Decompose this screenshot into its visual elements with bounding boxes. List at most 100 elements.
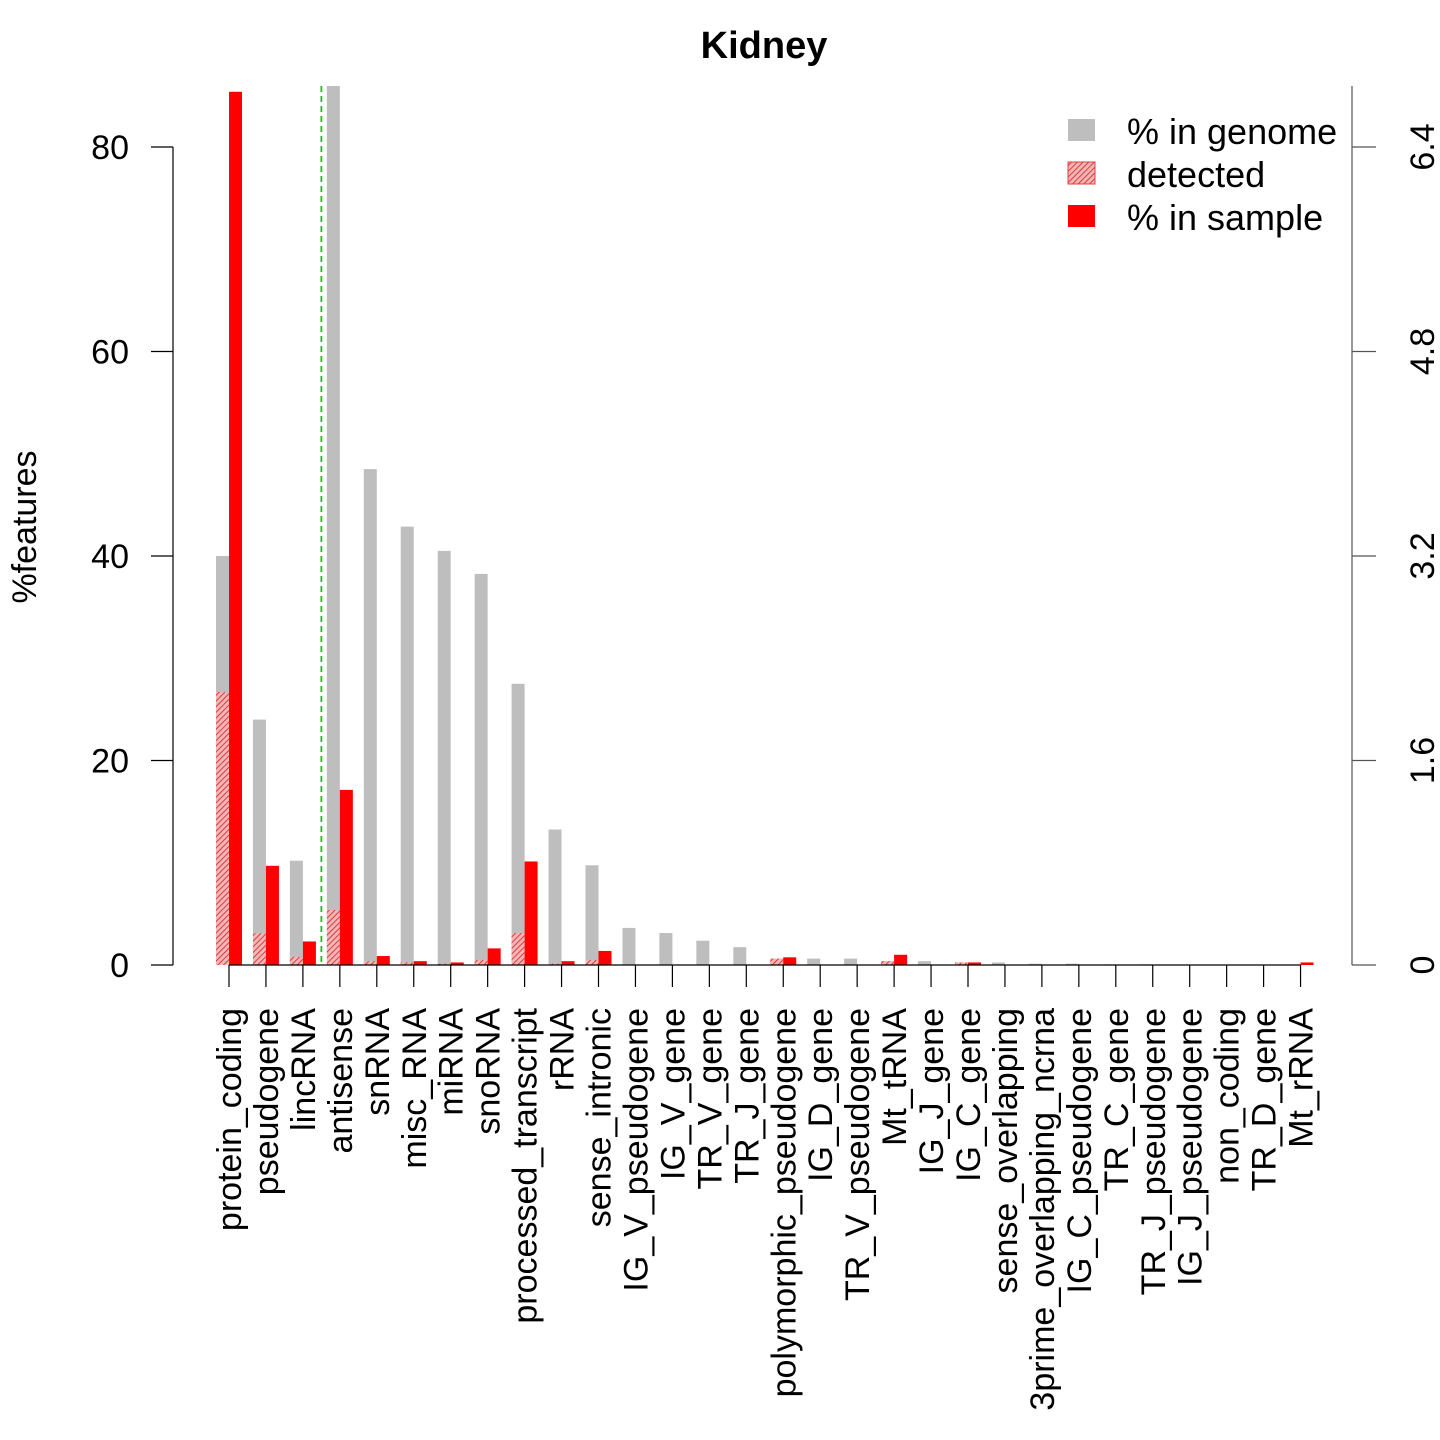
bar-sample bbox=[376, 956, 390, 965]
bar-detected bbox=[474, 959, 488, 965]
bar-genome bbox=[1028, 963, 1042, 965]
bar-sample bbox=[524, 861, 538, 965]
legend-label-sample: % in sample bbox=[1127, 197, 1323, 238]
bar-genome bbox=[326, 86, 340, 965]
x-tick-label: protein_coding bbox=[211, 1008, 249, 1231]
x-tick-label: processed_transcript bbox=[507, 1007, 545, 1323]
bars bbox=[216, 86, 1314, 965]
bar-genome bbox=[548, 829, 562, 965]
legend-swatch-sample bbox=[1068, 205, 1095, 227]
x-tick-label: Mt_rRNA bbox=[1283, 1008, 1321, 1148]
x-tick-label: polymorphic_pseudogene bbox=[765, 1008, 803, 1397]
bar-genome bbox=[659, 933, 673, 965]
x-tick-label: IG_C_gene bbox=[950, 1008, 988, 1182]
left-tick-label: 40 bbox=[91, 538, 129, 576]
bar-sample bbox=[1300, 962, 1314, 965]
right-tick-label: 4.8 bbox=[1404, 328, 1440, 375]
x-tick-label: TR_J_gene bbox=[728, 1008, 766, 1184]
bar-detected bbox=[770, 958, 784, 965]
x-tick-label: TR_C_gene bbox=[1098, 1008, 1136, 1191]
x-tick-label: IG_V_pseudogene bbox=[617, 1008, 655, 1292]
x-tick-label: miRNA bbox=[433, 1008, 471, 1116]
bar-genome bbox=[437, 550, 451, 965]
bar-sample bbox=[783, 957, 797, 965]
bar-detected bbox=[289, 956, 303, 965]
bar-genome bbox=[400, 526, 414, 965]
bar-detected bbox=[400, 962, 414, 965]
x-tick-label: IG_V_gene bbox=[654, 1008, 692, 1180]
bar-genome bbox=[289, 860, 303, 965]
legend-label-detected: detected bbox=[1127, 154, 1265, 195]
bar-detected bbox=[548, 963, 562, 965]
bar-genome bbox=[252, 719, 266, 965]
right-tick-label: 0 bbox=[1404, 956, 1440, 975]
bar-sample bbox=[413, 961, 427, 965]
left-tick-label: 80 bbox=[91, 129, 129, 167]
bar-genome bbox=[991, 962, 1005, 965]
x-tick-label: TR_V_pseudogene bbox=[839, 1008, 877, 1301]
x-tick-label: pseudogene bbox=[248, 1008, 286, 1195]
bar-sample bbox=[487, 948, 501, 965]
left-tick-label: 60 bbox=[91, 334, 129, 372]
bar-sample bbox=[894, 954, 908, 965]
bar-genome bbox=[844, 958, 858, 965]
right-tick-label: 3.2 bbox=[1404, 532, 1440, 579]
x-tick-label: antisense bbox=[322, 1008, 360, 1154]
legend: % in genome detected % in sample bbox=[1067, 111, 1337, 238]
left-tick-label: 20 bbox=[91, 743, 129, 781]
x-tick-label: Mt_tRNA bbox=[876, 1008, 914, 1146]
x-tick-label: sense_intronic bbox=[581, 1008, 619, 1227]
bar-genome bbox=[622, 927, 636, 965]
x-axis: protein_codingpseudogenelincRNAantisense… bbox=[211, 964, 1321, 1411]
left-y-axis: 0 20 40 60 80 bbox=[91, 129, 174, 985]
bar-detected bbox=[363, 961, 377, 965]
x-tick-label: TR_J_pseudogene bbox=[1135, 1008, 1173, 1295]
bar-detected bbox=[252, 933, 266, 965]
bar-genome bbox=[918, 961, 932, 965]
bar-sample bbox=[450, 962, 464, 965]
bar-detected bbox=[511, 933, 525, 965]
bar-genome bbox=[474, 573, 488, 965]
x-tick-label: IG_J_pseudogene bbox=[1172, 1008, 1210, 1286]
right-tick-label: 6.4 bbox=[1404, 123, 1440, 170]
bar-detected bbox=[955, 962, 968, 965]
x-tick-label: TR_V_gene bbox=[691, 1008, 729, 1189]
legend-label-genome: % in genome bbox=[1127, 111, 1337, 152]
x-tick-label: snRNA bbox=[359, 1008, 397, 1116]
x-tick-label: sense_overlapping bbox=[987, 1008, 1025, 1293]
bar-detected bbox=[216, 691, 229, 965]
bar-sample bbox=[968, 962, 981, 965]
x-tick-label: lincRNA bbox=[285, 1008, 323, 1131]
x-tick-label: 3prime_overlapping_ncrna bbox=[1024, 1008, 1062, 1411]
x-tick-label: IG_C_pseudogene bbox=[1061, 1008, 1099, 1293]
x-tick-label: snoRNA bbox=[470, 1008, 508, 1135]
bar-genome bbox=[585, 865, 599, 965]
bar-detected bbox=[437, 963, 451, 965]
y-axis-label: %features bbox=[6, 450, 44, 603]
right-y-axis: 0 1.6 3.2 4.8 6.4 bbox=[1351, 86, 1440, 975]
bar-genome bbox=[696, 940, 710, 965]
bar-genome bbox=[733, 947, 747, 965]
bar-sample bbox=[265, 865, 279, 965]
bar-genome bbox=[807, 958, 821, 965]
x-tick-label: rRNA bbox=[544, 1008, 582, 1091]
legend-swatch-detected bbox=[1067, 161, 1096, 185]
bar-sample bbox=[561, 961, 575, 965]
x-tick-label: TR_D_gene bbox=[1246, 1008, 1284, 1191]
bar-detected bbox=[585, 959, 599, 965]
bar-detected bbox=[326, 910, 340, 965]
x-tick-label: IG_D_gene bbox=[802, 1008, 840, 1182]
bar-genome bbox=[363, 469, 377, 965]
bar-sample bbox=[302, 941, 316, 965]
bar-sample bbox=[229, 91, 242, 965]
x-tick-label: misc_RNA bbox=[396, 1008, 434, 1169]
x-tick-label: IG_J_gene bbox=[913, 1008, 951, 1174]
left-tick-label: 0 bbox=[110, 947, 129, 985]
right-tick-label: 1.6 bbox=[1404, 737, 1440, 784]
bar-sample bbox=[339, 789, 353, 965]
bar-sample bbox=[598, 950, 612, 965]
bar-genome bbox=[1065, 963, 1079, 965]
chart-title: Kidney bbox=[701, 25, 828, 67]
x-tick-label: non_coding bbox=[1209, 1008, 1247, 1184]
